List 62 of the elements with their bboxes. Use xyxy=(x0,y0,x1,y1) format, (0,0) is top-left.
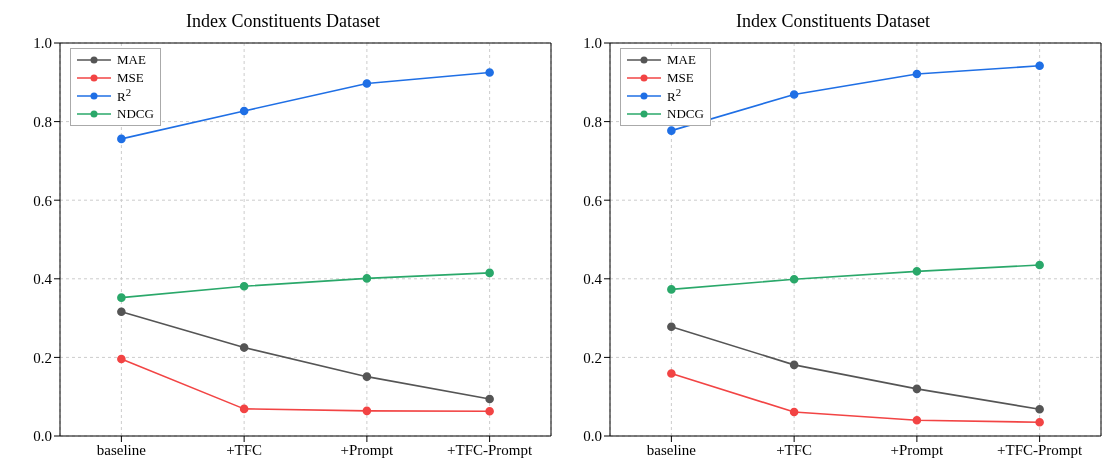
point xyxy=(789,274,799,284)
x-tick-label: +TFC-Prompt xyxy=(447,441,534,458)
point xyxy=(239,281,249,291)
legend-label: MAE xyxy=(117,52,146,68)
point xyxy=(239,106,249,116)
x-tick-label: +Prompt xyxy=(890,441,945,458)
chart-title: Index Constituents Dataset xyxy=(735,10,931,33)
x-tick-label: baseline xyxy=(646,441,697,458)
point xyxy=(1035,260,1044,270)
point xyxy=(789,90,799,99)
legend-label: NDCG xyxy=(117,106,154,122)
point xyxy=(485,68,494,77)
legend-label: MSE xyxy=(117,70,144,86)
x-tick-label: +TFC xyxy=(776,441,813,458)
point xyxy=(485,394,494,404)
legend-label: R$^{2}$ xyxy=(667,86,682,106)
y-tick-label: 0.2 xyxy=(583,349,602,366)
x-tick-label: +TFC xyxy=(226,441,263,458)
y-tick-label: 1.0 xyxy=(33,35,52,52)
y-tick-label: 0.4 xyxy=(33,271,53,288)
point xyxy=(362,79,372,88)
point xyxy=(912,69,922,79)
point xyxy=(117,293,126,302)
legend-label: MAE xyxy=(667,52,696,68)
point xyxy=(362,372,372,381)
x-tick-label: +Prompt xyxy=(340,441,395,458)
y-tick-label: 0.6 xyxy=(33,192,53,209)
point xyxy=(912,415,922,425)
y-tick-label: 0.6 xyxy=(583,192,603,209)
legend-label: MSE xyxy=(667,70,694,86)
point xyxy=(667,285,676,294)
point xyxy=(1035,404,1044,414)
y-tick-label: 1.0 xyxy=(583,35,602,52)
point xyxy=(362,406,372,416)
point xyxy=(667,322,676,332)
point xyxy=(485,268,494,278)
legend-label: NDCG xyxy=(667,106,704,122)
point xyxy=(912,267,922,276)
point xyxy=(1035,417,1044,427)
point xyxy=(789,360,799,370)
point xyxy=(362,274,372,283)
x-tick-label: baseline xyxy=(96,441,147,458)
point xyxy=(667,126,676,135)
point xyxy=(117,307,126,317)
point xyxy=(239,343,249,352)
legend-label: R$^{2}$ xyxy=(117,86,132,106)
point xyxy=(667,369,676,378)
y-tick-label: 0.0 xyxy=(583,428,602,445)
y-tick-label: 0.8 xyxy=(583,113,602,130)
point xyxy=(1035,61,1044,71)
y-tick-label: 0.8 xyxy=(33,113,52,130)
point xyxy=(117,134,126,144)
point xyxy=(117,354,126,364)
point xyxy=(239,404,249,414)
y-tick-label: 0.2 xyxy=(33,349,52,366)
y-tick-label: 0.4 xyxy=(583,271,603,288)
chart-title: Index Constituents Dataset xyxy=(185,10,381,33)
x-tick-label: +TFC-Prompt xyxy=(997,441,1084,458)
point xyxy=(912,384,922,394)
y-tick-label: 0.0 xyxy=(33,428,52,445)
point xyxy=(789,407,799,417)
point xyxy=(485,406,494,416)
